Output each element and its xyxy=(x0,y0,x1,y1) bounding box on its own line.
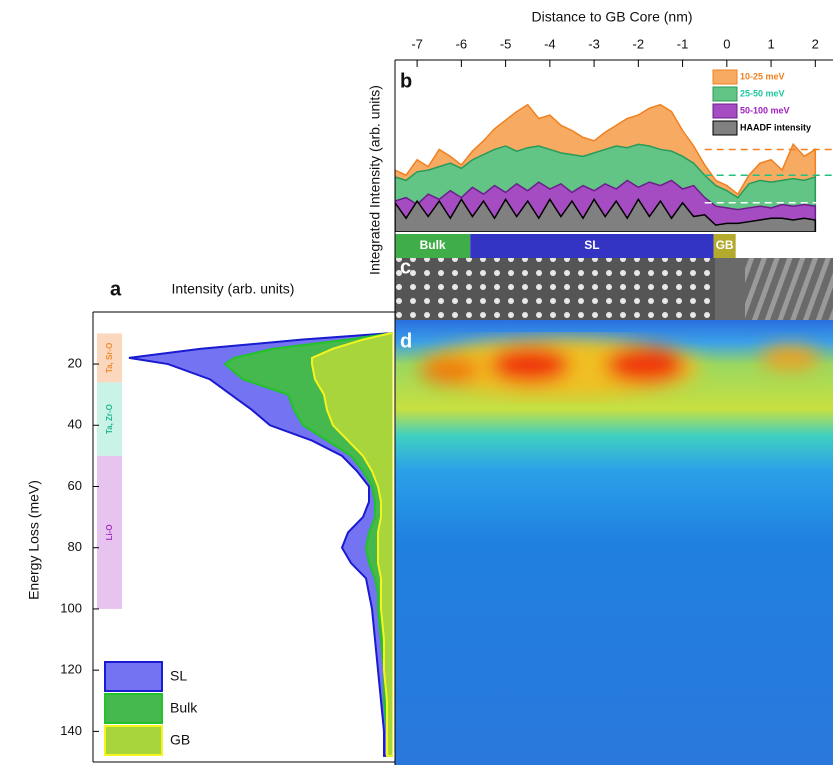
x-tick-label: -7 xyxy=(411,36,423,51)
legend-label: HAADF intensity xyxy=(740,122,811,132)
x-tick-label: -4 xyxy=(544,36,556,51)
y-tick-label: 120 xyxy=(60,662,82,677)
strip-label: SL xyxy=(584,238,599,252)
legend-swatch xyxy=(104,725,163,756)
hotspot xyxy=(760,346,820,370)
region-label: Ta, Sr-O xyxy=(105,343,114,374)
stem-image-atoms xyxy=(395,258,715,320)
region-label: Li-O xyxy=(105,524,114,540)
y-tick-label: 20 xyxy=(68,355,82,370)
region-band xyxy=(97,333,122,383)
y-tick-label: 60 xyxy=(68,478,82,493)
legend-swatch xyxy=(712,103,738,119)
y-axis-title: Energy Loss (meV) xyxy=(26,480,42,600)
x-tick-label: 2 xyxy=(812,36,819,51)
region-band xyxy=(97,455,122,609)
x-axis-title: Intensity (arb. units) xyxy=(172,281,295,297)
legend-swatch xyxy=(712,120,738,136)
x-tick-label: -5 xyxy=(500,36,512,51)
panel-label: c xyxy=(400,256,411,278)
hotspot xyxy=(420,356,480,384)
x-tick-label: -6 xyxy=(456,36,468,51)
panel-label: d xyxy=(400,330,412,352)
x-tick-label: -3 xyxy=(588,36,600,51)
legend-label: SL xyxy=(170,668,187,684)
x-tick-label: -2 xyxy=(633,36,645,51)
strip-segment xyxy=(713,234,736,258)
strip-segment xyxy=(470,234,714,258)
hotspot xyxy=(490,347,570,383)
legend-swatch xyxy=(104,661,163,692)
region-band xyxy=(97,382,122,456)
y-tick-label: 140 xyxy=(60,723,82,738)
region-label: Ta, Zr-O xyxy=(105,404,114,434)
strip-segment xyxy=(395,234,471,258)
y-tick-label: 100 xyxy=(60,600,82,615)
strip-label: GB xyxy=(716,238,734,252)
y-tick-label: 80 xyxy=(68,539,82,554)
legend-label: 10-25 meV xyxy=(740,71,785,81)
legend-label: Bulk xyxy=(170,700,198,716)
stem-image-stripes xyxy=(745,258,833,320)
x-tick-label: 1 xyxy=(767,36,774,51)
legend-label: 25-50 meV xyxy=(740,88,785,98)
strip-label: Bulk xyxy=(420,238,446,252)
panel-label: b xyxy=(400,70,412,92)
legend-swatch xyxy=(712,86,738,102)
heatmap-hotspots xyxy=(420,338,820,398)
x-tick-label: 0 xyxy=(723,36,730,51)
x-axis-title: Distance to GB Core (nm) xyxy=(531,9,692,25)
legend-swatch xyxy=(712,69,738,85)
area xyxy=(311,332,393,757)
y-axis-title: Integrated Intensity (arb. units) xyxy=(367,85,383,275)
x-tick-label: -1 xyxy=(677,36,689,51)
legend-label: GB xyxy=(170,732,190,748)
heatmap xyxy=(395,320,833,765)
y-tick-label: 40 xyxy=(68,417,82,432)
area xyxy=(395,197,817,232)
legend-label: 50-100 meV xyxy=(740,105,790,115)
hotspot xyxy=(605,347,685,383)
legend-swatch xyxy=(104,693,163,724)
panel-label: a xyxy=(110,278,122,300)
